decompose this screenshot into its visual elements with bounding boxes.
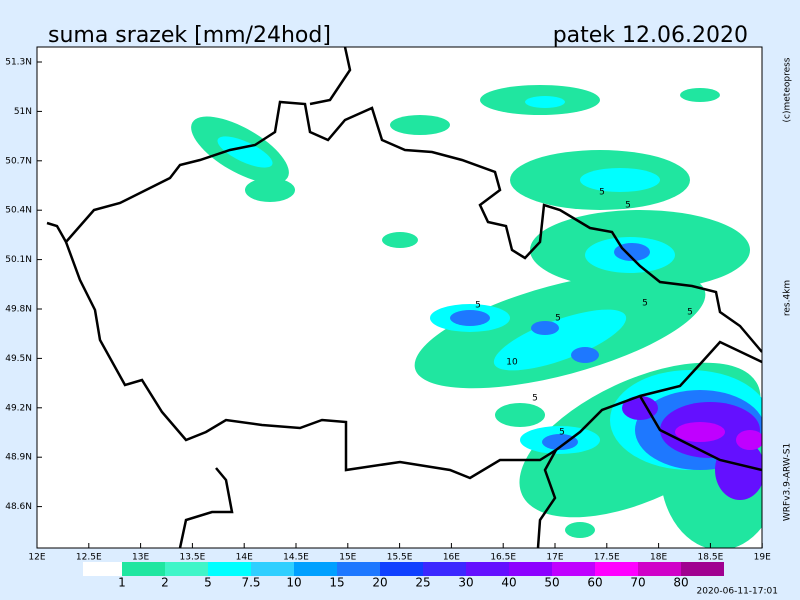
legend-label: 20 (372, 576, 387, 590)
legend-label: 80 (673, 576, 688, 590)
legend-swatch (122, 562, 165, 576)
legend-label: 5 (204, 576, 212, 590)
contour-label: 5 (475, 301, 481, 311)
model: WRFv3.9-ARW-S1 (783, 443, 793, 521)
lon-label: 13E (132, 553, 149, 563)
contour-label: 5 (532, 394, 538, 404)
contour-label: 5 (555, 314, 561, 324)
legend-swatch (380, 562, 423, 576)
copyright: (c)meteopress (783, 57, 793, 122)
lon-label: 14E (236, 553, 253, 563)
lon-label: 16E (443, 553, 460, 563)
legend-swatch (681, 562, 724, 576)
lat-label: 49.2N (5, 403, 32, 413)
legend-swatch (638, 562, 681, 576)
precipitation (191, 85, 762, 548)
lat-label: 48.6N (5, 502, 32, 512)
legend-label: 60 (587, 576, 602, 590)
lon-label: 12E (28, 553, 45, 563)
lon-label: 15E (339, 553, 356, 563)
lon-label: 15.5E (387, 553, 413, 563)
legend-swatch (466, 562, 509, 576)
borders (46, 47, 762, 548)
lat-label: 50.4N (5, 206, 32, 216)
lat-label: 51.3N (5, 58, 32, 68)
legend-swatch (251, 562, 294, 576)
resolution: res.4km (783, 280, 793, 316)
lon-label: 17.5E (594, 553, 620, 563)
lon-label: 17E (546, 553, 563, 563)
legend-label: 30 (458, 576, 473, 590)
contour-label: 5 (559, 428, 565, 438)
lon-label: 18.5E (698, 553, 724, 563)
contour-label: 5 (625, 201, 631, 211)
timestamp: 2020-06-11-17:01 (697, 587, 779, 597)
lat-label: 50.1N (5, 255, 32, 265)
contour-label: 5 (642, 299, 648, 309)
contour-label: 10 (506, 358, 518, 368)
legend-swatch (552, 562, 595, 576)
contour-label: 5 (687, 308, 693, 318)
lon-label: 19E (754, 553, 771, 563)
legend-label: 1 (118, 576, 126, 590)
legend-swatch (83, 562, 122, 576)
lat-label: 50.7N (5, 156, 32, 166)
legend-swatch (294, 562, 337, 576)
lat-label: 49.8N (5, 305, 32, 315)
legend-swatch (595, 562, 638, 576)
legend-label: 7.5 (241, 576, 260, 590)
legend-swatch (337, 562, 380, 576)
legend-swatch (423, 562, 466, 576)
legend-swatch (509, 562, 552, 576)
lon-label: 18E (650, 553, 667, 563)
contour-label: 5 (599, 188, 605, 198)
legend-label: 50 (544, 576, 559, 590)
legend-label: 25 (415, 576, 430, 590)
lat-label: 49.5N (5, 354, 32, 364)
legend-label: 70 (630, 576, 645, 590)
legend-label: 15 (329, 576, 344, 590)
lon-label: 14.5E (283, 553, 309, 563)
legend-swatch (208, 562, 251, 576)
title: suma srazek [mm/24hod] (48, 23, 331, 48)
lat-label: 48.9N (5, 453, 32, 463)
date: patek 12.06.2020 (553, 23, 748, 48)
legend-swatch (165, 562, 208, 576)
legend-label: 2 (161, 576, 169, 590)
lon-label: 12.5E (76, 553, 102, 563)
legend-label: 40 (501, 576, 516, 590)
lon-label: 16.5E (490, 553, 516, 563)
legend-label: 10 (286, 576, 301, 590)
lat-label: 51N (14, 107, 32, 117)
lon-label: 13.5E (180, 553, 206, 563)
